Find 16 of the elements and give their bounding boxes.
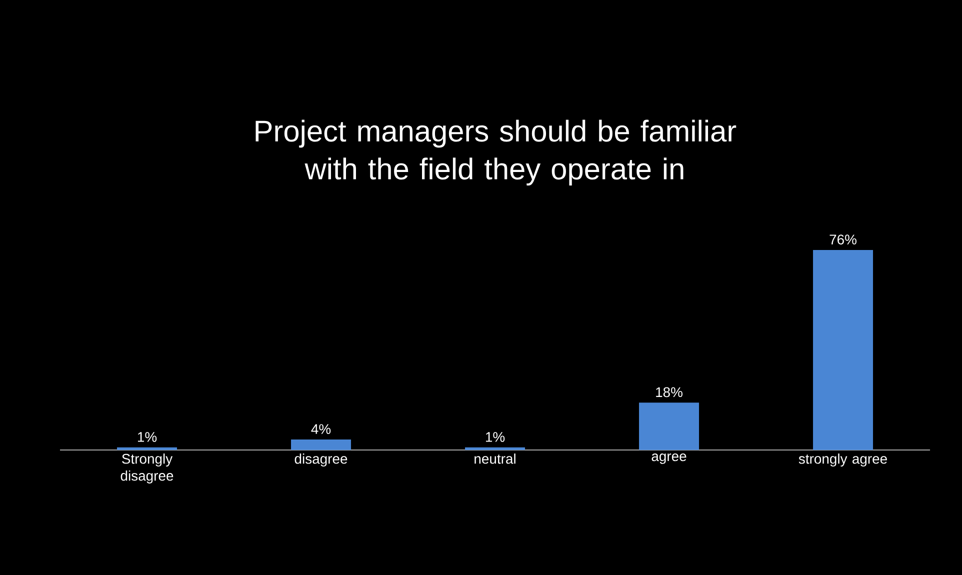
data-label: 1% <box>486 432 505 442</box>
data-label: 4% <box>311 424 331 434</box>
bar <box>291 439 352 450</box>
chart-title: Project managers should be familiar with the field they operate in <box>256 120 736 186</box>
x-tick-label: Strongly disagree <box>120 454 174 484</box>
data-label: 1% <box>138 432 157 442</box>
bar <box>639 402 700 450</box>
x-tick-label: agree <box>652 454 686 464</box>
x-tick-label: strongly agree <box>798 454 887 467</box>
bar <box>465 447 526 450</box>
data-label: 18% <box>656 387 682 398</box>
x-tick-label: neutral <box>474 454 516 464</box>
bar <box>813 250 874 450</box>
data-label: 76% <box>830 234 856 244</box>
bar <box>117 447 178 450</box>
x-tick-label: disagree <box>294 454 348 467</box>
